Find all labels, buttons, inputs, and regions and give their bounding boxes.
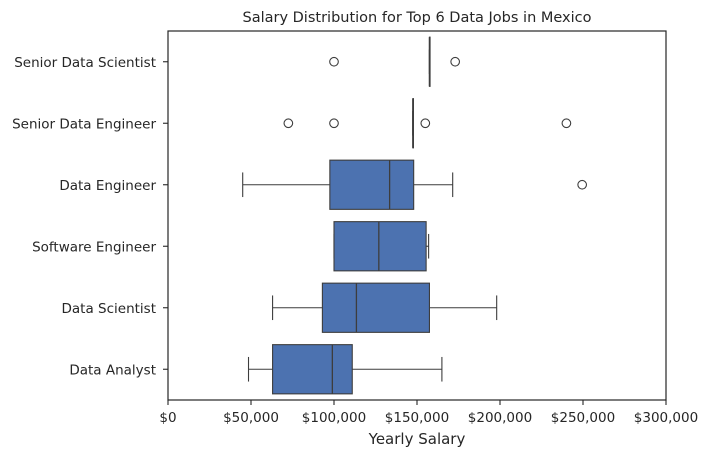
outlier-point <box>450 56 461 67</box>
box-group-senior-data-engineer <box>283 98 572 149</box>
box-group-data-engineer <box>242 159 588 210</box>
box-group-senior-data-scientist <box>329 36 461 87</box>
x-tick-label: $50,000 <box>223 410 279 426</box>
outlier-point <box>283 118 294 129</box>
x-axis-ticks: $0 $50,000 $100,000 $150,000 $200,000 $250,00… <box>159 400 698 426</box>
y-tick-label: Software Engineer <box>32 239 156 255</box>
plot-area <box>242 36 588 395</box>
x-tick-label: $250,000 <box>551 410 615 426</box>
x-axis-label: Yearly Salary <box>368 430 466 448</box>
x-tick-label: $300,000 <box>634 410 698 426</box>
y-tick-label: Data Engineer <box>59 178 156 194</box>
y-tick-label: Senior Data Engineer <box>12 116 156 132</box>
box-iqr <box>321 282 431 333</box>
y-tick-label: Senior Data Scientist <box>14 55 156 71</box>
y-axis-ticks: Senior Data Scientist Senior Data Enginee… <box>12 55 168 378</box>
outlier-point <box>329 56 339 67</box>
box-iqr <box>329 159 415 210</box>
outlier-point <box>420 118 431 129</box>
x-tick-label: $200,000 <box>468 410 532 426</box>
y-tick-label: Data Scientist <box>62 301 157 317</box>
x-tick-label: $100,000 <box>302 410 366 426</box>
box-iqr <box>272 344 353 395</box>
box-group-data-analyst <box>247 344 443 395</box>
box-iqr <box>333 221 427 272</box>
outlier-point <box>561 118 572 129</box>
outlier-point <box>329 118 339 129</box>
x-tick-label: $150,000 <box>385 410 449 426</box>
chart-title: Salary Distribution for Top 6 Data Jobs … <box>242 10 591 26</box>
plot-frame <box>167 30 667 401</box>
outlier-point <box>577 179 588 190</box>
box-group-software-engineer <box>333 221 430 272</box>
y-tick-label: Data Analyst <box>69 362 156 378</box>
x-tick-label: $0 <box>159 410 176 426</box>
box-group-data-scientist <box>272 282 498 333</box>
